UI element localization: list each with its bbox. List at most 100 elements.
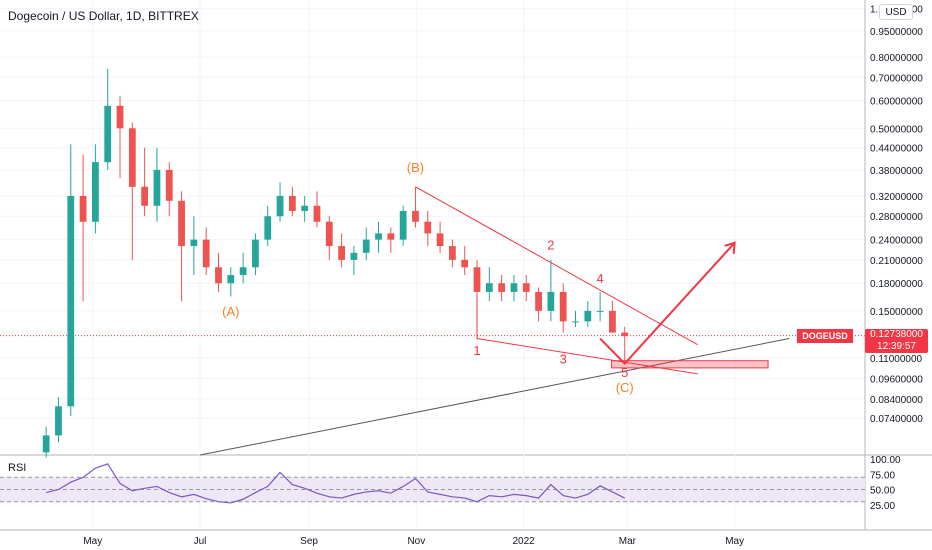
candle: [264, 205, 272, 247]
candle-body: [436, 233, 444, 247]
candle: [55, 397, 62, 443]
candle: [325, 216, 333, 260]
candle-body: [276, 195, 284, 217]
support-trendline: [199, 338, 790, 456]
candle-body: [535, 291, 542, 311]
projection-base: [599, 337, 626, 365]
candle: [436, 221, 444, 253]
rsi-tick-label: 100.00: [870, 455, 901, 466]
candle-body: [178, 200, 185, 247]
rsi-line: [46, 463, 626, 504]
candle: [141, 147, 149, 217]
time-tick-label: Jul: [194, 536, 207, 547]
price-tick-label: 0.80000000: [870, 53, 923, 64]
candle: [584, 301, 592, 327]
price-tick-label: 0.60000000: [870, 97, 923, 108]
rsi-axis: 100.00 75.00 50.00 25.00: [870, 455, 901, 512]
rsi-indicator-label[interactable]: RSI: [8, 462, 27, 474]
candle: [609, 301, 616, 333]
candle-body: [325, 221, 333, 247]
candle-body: [338, 246, 345, 260]
candle: [215, 252, 222, 292]
candle: [252, 233, 259, 276]
time-tick-label: Nov: [407, 536, 425, 547]
candle: [424, 210, 432, 247]
candle-body: [584, 310, 592, 322]
candle: [116, 95, 124, 179]
candle-body: [485, 283, 493, 292]
candle: [510, 275, 518, 302]
wedge-upper-line: [415, 186, 698, 346]
wave-label-abc: (C): [616, 380, 634, 395]
candle: [399, 205, 407, 247]
wave-label-number: 5: [621, 365, 628, 380]
candle-body: [596, 310, 604, 312]
price-axis[interactable]: 0.07400000 0.08400000 0.09600000 0.11000000…: [864, 0, 923, 530]
candle: [387, 227, 395, 253]
candle: [67, 144, 75, 417]
chart-title: Dogecoin / US Dollar, 1D, BITTREX: [8, 9, 199, 23]
price-tick-label: 0.11000000: [870, 354, 923, 365]
currency-button[interactable]: USD: [879, 4, 913, 20]
price-tick-label: 0.09600000: [870, 375, 923, 386]
candle: [153, 147, 161, 222]
candle: [596, 291, 604, 322]
candle-body: [252, 239, 259, 268]
candle-body: [301, 205, 309, 211]
candle: [42, 426, 50, 458]
candle: [288, 186, 296, 217]
candle: [178, 191, 185, 302]
rsi-tick-label: 25.00: [870, 501, 895, 512]
time-tick-label: May: [725, 536, 744, 547]
candle-body: [128, 128, 136, 187]
rsi-band: [0, 477, 865, 502]
candle-body: [461, 259, 469, 268]
price-tick-label: 0.08400000: [870, 395, 923, 406]
candle-body: [609, 310, 616, 333]
projection-arrowhead: [724, 241, 736, 254]
candle-body: [239, 267, 247, 276]
candle-body: [559, 291, 567, 322]
support-zone: [611, 360, 769, 369]
candle: [485, 267, 493, 302]
candle-body: [547, 291, 555, 311]
candle-body: [202, 239, 210, 268]
drawing-overlay: (A) (B) (C) 1 2 3 4 5: [199, 160, 790, 456]
candle-body: [572, 321, 579, 323]
price-tick-label: 0.70000000: [870, 73, 923, 84]
last-price-badge: 0.12738000 12:39:57: [865, 328, 928, 353]
projection-arrow: [624, 242, 736, 365]
candle-body: [42, 435, 50, 453]
price-tick-label: 0.38000000: [870, 166, 923, 177]
candle-body: [190, 239, 198, 247]
price-tick-label: 0.18000000: [870, 279, 923, 290]
candle-body: [473, 267, 481, 292]
candle-body: [362, 239, 370, 253]
candle-body: [424, 221, 432, 234]
candle-body: [104, 105, 112, 163]
candle-body: [350, 252, 358, 260]
time-axis[interactable]: May Jul Sep Nov 2022 Mar May: [0, 529, 932, 547]
candle-body: [621, 332, 629, 337]
rsi-tick-label: 50.00: [870, 486, 895, 497]
candle: [313, 191, 321, 228]
candle-body: [67, 195, 75, 407]
candle-body: [79, 195, 87, 222]
candle: [276, 182, 284, 222]
candle-body: [375, 233, 382, 240]
candle-body: [153, 169, 161, 206]
wave-label-abc: (A): [222, 304, 239, 319]
candle: [350, 246, 358, 276]
price-tick-label: 0.95000000: [870, 27, 923, 38]
bar-countdown: 12:39:57: [877, 340, 916, 352]
candle: [522, 275, 530, 302]
wave-label-number: 1: [473, 343, 480, 358]
candle: [535, 287, 542, 322]
candle: [79, 154, 87, 302]
candle-body: [498, 283, 506, 292]
price-tick-label: 0.21000000: [870, 256, 923, 267]
candle: [301, 195, 309, 222]
candle: [190, 216, 198, 276]
rsi-pane: [0, 463, 865, 504]
